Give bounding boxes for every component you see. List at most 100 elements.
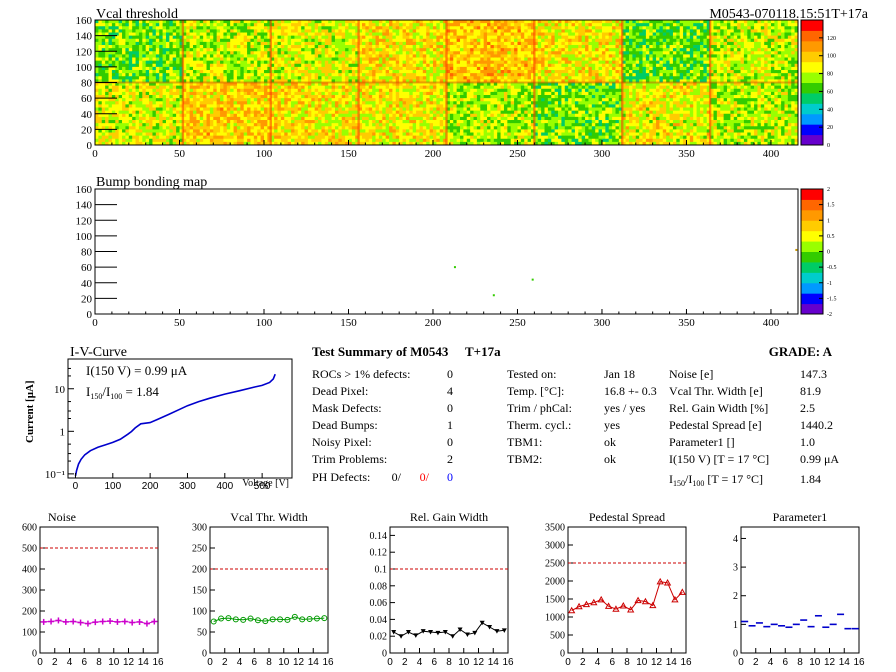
heatmap-cell [216,26,221,30]
heatmap-cell [527,26,532,30]
heatmap-cell [108,20,113,24]
heatmap-cell [95,29,99,33]
heatmap-cell [764,32,768,37]
heatmap-cell [135,95,140,99]
heatmap-cell [564,23,569,27]
heatmap-cell [118,82,123,87]
heatmap-cell [497,38,501,43]
heatmap-cell [608,70,613,74]
heatmap-cell [625,35,630,40]
heatmap-cell [554,38,559,43]
heatmap-cell [138,57,143,62]
heatmap-cell [510,57,515,62]
heatmap-cell [230,101,234,105]
heatmap-cell [307,23,312,27]
heatmap-cell [767,32,772,37]
heatmap-cell [453,51,458,55]
heatmap-cell [429,41,434,46]
heatmap-cell [132,126,136,130]
heatmap-cell [764,45,768,49]
heatmap-cell [605,66,610,71]
heatmap-cell [328,54,332,58]
heatmap-cell [314,57,319,62]
heatmap-cell [531,29,535,33]
heatmap-cell [311,45,316,49]
heatmap-cell [230,98,234,102]
heatmap-cell [240,70,245,74]
heatmap-cell [338,70,343,74]
heatmap-cell [247,57,251,62]
heatmap-cell [95,20,99,24]
heatmap-cell [750,57,755,62]
heatmap-cell [767,45,772,49]
heatmap-cell [402,73,407,77]
heatmap-cell [405,23,410,27]
heatmap-cell [487,63,491,68]
heatmap-cell [652,29,657,33]
heatmap-cell [240,60,245,65]
heatmap-cell [331,79,336,83]
heatmap-cell [666,32,670,37]
heatmap-cell [405,35,410,40]
heatmap-cell [138,85,143,90]
heatmap-cell [703,60,708,65]
heatmap-cell [727,51,731,55]
heatmap-cell [182,38,187,43]
heatmap-cell [338,57,343,62]
heatmap-cell [534,54,539,58]
heatmap-cell [128,98,133,102]
heatmap-cell [311,41,316,46]
heatmap-cell [213,101,218,105]
heatmap-cell [733,35,738,40]
heatmap-cell [260,32,265,37]
heatmap-cell [426,32,430,37]
heatmap-cell [213,132,218,137]
heatmap-cell [111,70,116,74]
heatmap-cell [345,32,349,37]
heatmap-cell [395,63,400,68]
heatmap-cell [165,63,170,68]
heatmap-cell [182,107,187,112]
heatmap-cell [263,26,268,30]
heatmap-cell [510,60,515,65]
heatmap-cell [777,23,782,27]
heatmap-cell [534,76,539,80]
heatmap-cell [132,32,136,37]
heatmap-cell [260,23,265,27]
heatmap-cell [253,29,258,33]
heatmap-cell [115,116,120,121]
heatmap-cell [101,129,106,133]
heatmap-cell [108,95,113,99]
heatmap-cell [105,141,109,146]
heatmap-cell [588,70,593,74]
heatmap-cell [362,51,366,55]
heatmap-cell [747,32,752,37]
heatmap-cell [686,66,691,71]
heatmap-cell [209,104,214,108]
heatmap-cell [101,66,106,71]
heatmap-cell [230,88,234,93]
heatmap-cell [169,141,174,146]
heatmap-cell [159,126,163,130]
heatmap-cell [750,45,755,49]
heatmap-cell [480,60,485,65]
heatmap-cell [355,66,360,71]
heatmap-cell [145,41,150,46]
heatmap-cell [206,141,211,146]
heatmap-cell [331,73,336,77]
heatmap-cell [226,123,231,127]
heatmap-cell [436,26,441,30]
heatmap-cell [115,141,120,146]
heatmap-cell [507,48,512,52]
heatmap-cell [345,29,349,33]
heatmap-cell [199,35,204,40]
heatmap-cell [209,51,214,55]
heatmap-cell [436,32,441,37]
heatmap-cell [676,70,681,74]
heatmap-cell [206,76,211,80]
heatmap-cell [186,70,191,74]
heatmap-cell [551,60,556,65]
heatmap-cell [642,60,647,65]
heatmap-cell [385,51,390,55]
heatmap-cell [558,73,562,77]
